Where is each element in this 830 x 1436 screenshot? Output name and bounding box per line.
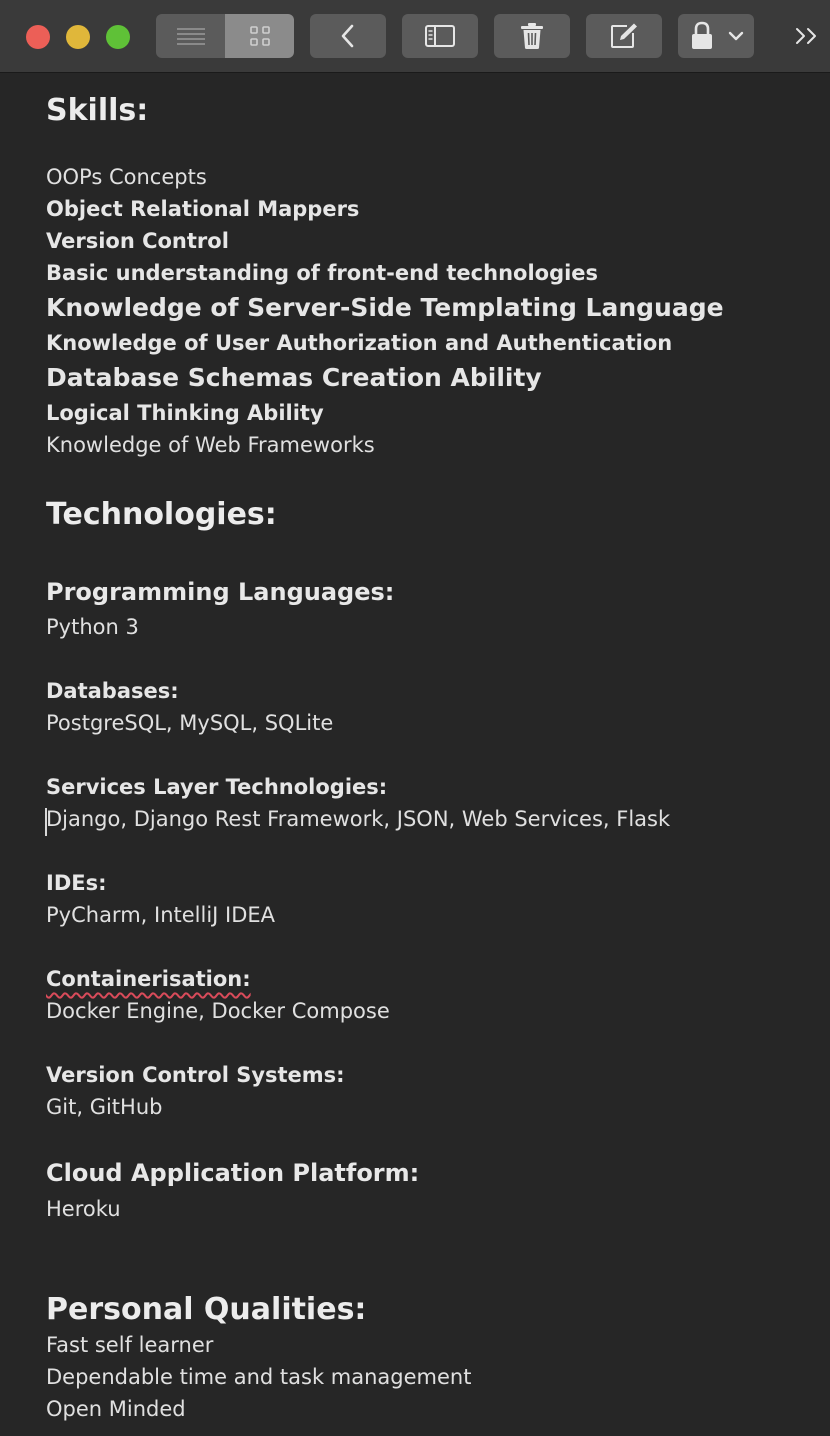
skill-item: Logical Thinking Ability [46,401,324,425]
tech-section-value: Heroku [46,1197,121,1221]
list-icon [176,28,205,45]
tech-section-value: PyCharm, IntelliJ IDEA [46,903,276,927]
tech-section-title: Programming Languages: [46,578,395,606]
tech-section-value: Git, GitHub [46,1095,163,1119]
toolbar [0,0,830,73]
trash-icon [521,23,543,49]
new-note-button[interactable] [586,14,662,58]
quality-item: Open Minded [46,1397,186,1421]
skill-item: Knowledge of User Authorization and Auth… [46,331,673,355]
skill-item: OOPs Concepts [46,165,207,189]
tech-section-title: Containerisation: [46,967,251,991]
minimize-window-button[interactable] [66,25,90,49]
zoom-window-button[interactable] [106,25,130,49]
toggle-sidebar-button[interactable] [402,14,478,58]
close-window-button[interactable] [26,25,50,49]
grid-view-button[interactable] [225,14,294,58]
tech-section-title: IDEs: [46,871,107,895]
skill-item: Object Relational Mappers [46,197,360,221]
tech-section-value: Django, Django Rest Framework, JSON, Web… [46,807,671,831]
tech-section-title: Cloud Application Platform: [46,1159,420,1187]
personal-qualities-heading: Personal Qualities: [46,1292,367,1327]
delete-note-button[interactable] [494,14,570,58]
back-button[interactable] [310,14,386,58]
chevron-left-icon [341,24,354,48]
skill-item: Version Control [46,229,229,253]
list-view-button[interactable] [156,14,225,58]
sidebar-icon [425,25,455,47]
tech-section-title: Databases: [46,679,179,703]
technologies-heading: Technologies: [46,497,277,532]
tech-section-title: Services Layer Technologies: [46,775,388,799]
more-toolbar-items-button[interactable] [790,20,824,52]
tech-section-title: Version Control Systems: [46,1063,345,1087]
lock-note-button[interactable] [678,14,754,58]
skills-heading: Skills: [46,93,149,128]
double-chevron-right-icon [796,28,816,44]
lock-icon [692,21,712,49]
tech-section-value: Docker Engine, Docker Compose [46,999,390,1023]
grid-icon [249,26,270,46]
text-cursor [45,808,47,836]
compose-icon [611,23,637,48]
skill-item: Knowledge of Server-Side Templating Lang… [46,293,724,322]
quality-item: Fast self learner [46,1333,214,1357]
skill-item: Database Schemas Creation Ability [46,363,542,392]
chevron-down-icon [728,31,744,41]
skill-item: Basic understanding of front-end technol… [46,261,599,285]
skill-item: Knowledge of Web Frameworks [46,433,375,457]
view-mode-segmented-control [156,14,294,58]
tech-section-value: PostgreSQL, MySQL, SQLite [46,711,334,735]
quality-item: Dependable time and task management [46,1365,472,1389]
tech-section-value: Python 3 [46,615,139,639]
